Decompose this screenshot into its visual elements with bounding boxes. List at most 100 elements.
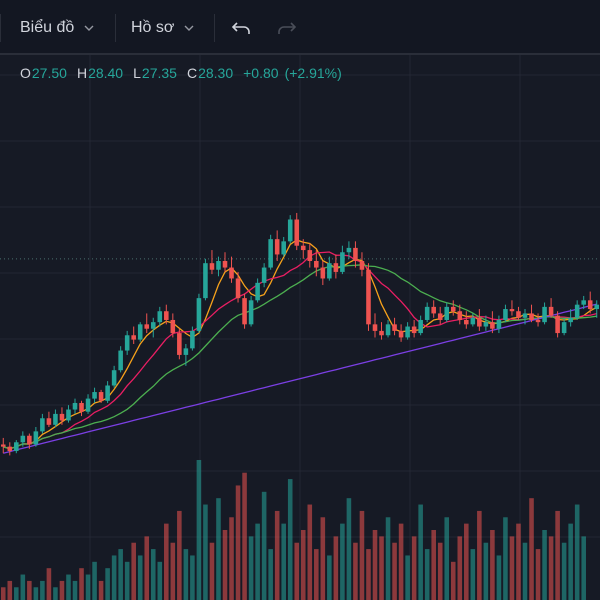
close-label: C — [186, 65, 198, 81]
candle-body — [359, 261, 365, 270]
candle-body — [594, 304, 600, 310]
candle-body — [170, 319, 176, 334]
candle-body — [222, 261, 228, 268]
volume-bar — [287, 479, 293, 600]
candle-body — [300, 245, 306, 251]
candle-body — [574, 304, 580, 318]
volume-bar — [229, 517, 234, 600]
low-value: 27.35 — [141, 65, 177, 81]
volume-bar — [529, 498, 534, 600]
candle-body — [20, 435, 26, 443]
candle-body — [40, 418, 45, 432]
candle-body — [431, 306, 436, 314]
candle-body — [568, 317, 573, 323]
volume-bar — [398, 523, 404, 600]
chevron-down-icon — [84, 25, 94, 31]
candle-body — [450, 306, 456, 312]
candle-body — [581, 300, 586, 305]
candle-body — [366, 269, 371, 325]
candle-body — [27, 435, 32, 445]
candle-body — [229, 267, 234, 279]
volume-bar — [353, 542, 358, 600]
candle-body — [7, 446, 13, 452]
volume-bar — [92, 561, 97, 600]
candle-body — [53, 413, 58, 425]
moving-average-line-ma_long — [3, 303, 597, 454]
candle-body — [542, 306, 547, 323]
profile-menu-button[interactable]: Hồ sơ — [131, 0, 194, 55]
candle-body — [346, 247, 352, 253]
candle-body — [516, 311, 521, 318]
candle-body — [59, 413, 65, 421]
volume-bar — [535, 549, 541, 600]
candle-body — [46, 418, 52, 425]
volume-bar — [72, 580, 78, 600]
chart-menu-button[interactable]: Biểu đồ — [20, 0, 94, 55]
candle-body — [248, 300, 254, 325]
candle-body — [131, 335, 136, 340]
volume-bar — [79, 568, 84, 600]
open-label: O — [20, 65, 31, 81]
volume-bar — [548, 536, 554, 600]
volume-bar — [522, 542, 528, 600]
candle-body — [255, 282, 260, 301]
candle-body — [385, 324, 391, 336]
candle-body — [144, 324, 150, 329]
volume-bar — [574, 504, 580, 600]
candle-body — [529, 313, 534, 320]
candle-body — [98, 392, 104, 401]
volume-bar — [235, 485, 241, 600]
candle-body — [496, 319, 502, 329]
candle-body — [72, 402, 78, 410]
price-chart[interactable] — [0, 55, 600, 600]
candle-body — [177, 333, 182, 355]
candle-body — [79, 402, 84, 412]
volume-bar — [137, 555, 143, 600]
volume-bar — [20, 574, 26, 600]
volume-bar — [203, 504, 208, 600]
volume-bar — [190, 555, 195, 600]
volume-bar — [150, 549, 156, 600]
candle-body — [392, 324, 397, 331]
candle-body — [424, 306, 430, 320]
candle-body — [340, 252, 345, 272]
volume-bar — [131, 542, 136, 600]
volume-bar — [444, 517, 450, 600]
candle-body — [137, 324, 143, 340]
volume-bar — [307, 504, 313, 600]
chart-menu-label: Biểu đồ — [20, 18, 75, 36]
volume-bar — [98, 580, 104, 600]
volume-bar — [209, 542, 215, 600]
volume-bar — [437, 542, 443, 600]
volume-bar — [431, 530, 436, 600]
volume-bar — [503, 517, 508, 600]
volume-bar — [124, 561, 130, 600]
volume-bar — [222, 530, 228, 600]
volume-bar — [424, 549, 430, 600]
volume-bar — [59, 580, 65, 600]
volume-bar — [216, 498, 221, 600]
volume-bar — [105, 568, 110, 600]
redo-icon[interactable] — [272, 14, 300, 42]
change-percent: (+2.91%) — [284, 65, 342, 81]
volume-bar — [268, 549, 273, 600]
undo-icon[interactable] — [228, 14, 256, 42]
candle-body — [522, 313, 528, 318]
candle-body — [483, 322, 489, 327]
chevron-down-icon — [184, 25, 194, 31]
candle-body — [470, 317, 476, 325]
volume-bar — [340, 523, 345, 600]
volume-bar — [581, 536, 586, 600]
candle-body — [183, 348, 189, 355]
candle-body — [287, 219, 293, 242]
candle-body — [150, 322, 156, 329]
candle-body — [209, 263, 215, 270]
volume-bar — [274, 510, 280, 600]
volume-bar — [248, 536, 254, 600]
candle-body — [268, 239, 273, 268]
volume-bar — [118, 549, 123, 600]
volume-bar — [372, 530, 378, 600]
change-value: +0.80 — [243, 65, 279, 81]
candle-body — [587, 300, 593, 310]
candle-body — [398, 330, 404, 338]
